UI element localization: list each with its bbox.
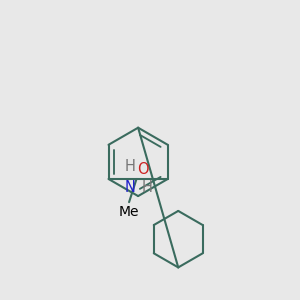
Text: Me: Me — [119, 205, 139, 218]
Text: O: O — [137, 163, 149, 178]
Text: H: H — [124, 159, 135, 174]
Text: H: H — [142, 181, 153, 196]
Text: N: N — [124, 181, 135, 196]
